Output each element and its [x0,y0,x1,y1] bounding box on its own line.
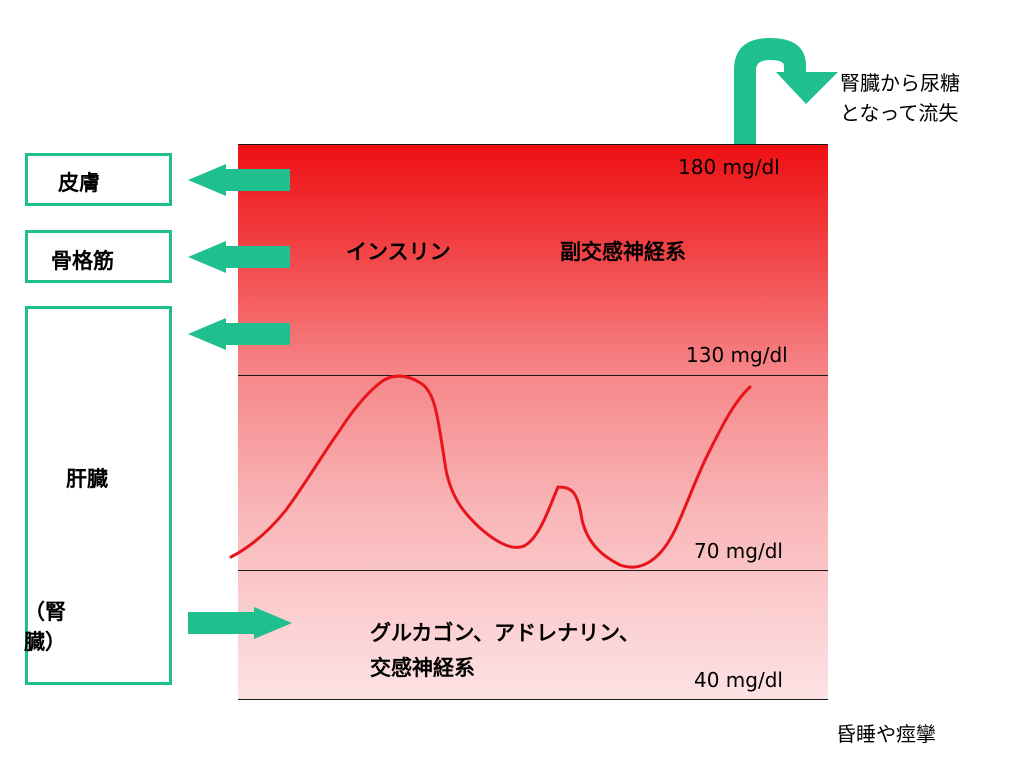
parasympathetic-label: 副交感神経系 [560,240,686,264]
glucose-range-panel [238,144,828,699]
arrow-to-muscle-icon [188,241,290,273]
level-line-180 [238,144,828,145]
muscle-box: 骨格筋 [25,230,172,283]
urine-note-line2: となって流失 [840,101,959,125]
glucagon-label-line2: 交感神経系 [370,656,475,680]
muscle-label: 骨格筋 [51,249,114,273]
level-label-40: 40 mg/dl [694,668,783,692]
urine-note-line1: 腎臓から尿糖 [840,71,960,95]
kidney-label: （腎 臓） [24,600,66,654]
glucagon-label-line1: グルカゴン、アドレナリン、 [370,621,640,645]
level-label-180: 180 mg/dl [678,155,780,179]
level-label-130: 130 mg/dl [686,343,788,367]
urine-note: 腎臓から尿糖 となって流失 [840,68,960,128]
liver-label: 肝臓 [66,467,108,491]
skin-label: 皮膚 [58,171,100,195]
u-turn-arrow-icon [734,38,806,144]
liver-box: 肝臓 （腎 臓） [24,306,172,685]
glucose-curve [229,374,752,569]
arrow-to-liver-icon [188,318,290,350]
level-line-130 [238,375,828,376]
u-turn-arrowhead-icon [776,72,838,104]
arrow-from-kidney-icon [188,607,292,639]
skin-box: 皮膚 [25,153,172,206]
level-line-70 [238,570,828,571]
coma-note: 昏睡や痙攣 [836,722,936,746]
insulin-label: インスリン [346,240,451,264]
arrow-to-skin-icon [188,164,290,196]
level-line-40 [238,699,828,700]
level-label-70: 70 mg/dl [694,539,783,563]
